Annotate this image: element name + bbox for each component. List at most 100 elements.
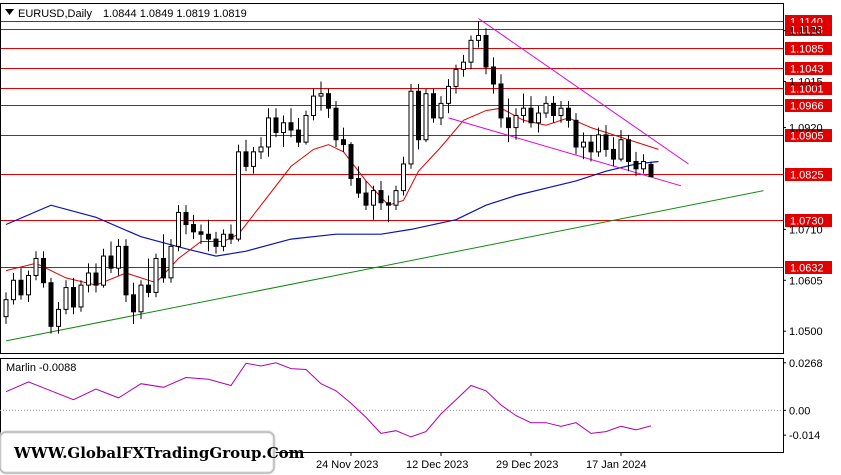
candle-body xyxy=(273,117,279,133)
candle-body xyxy=(431,93,436,119)
candle-body xyxy=(633,161,639,170)
candle-body xyxy=(108,255,114,269)
candle-body xyxy=(183,211,189,226)
candle-body xyxy=(363,192,369,206)
candle-body xyxy=(468,39,474,63)
candle-body xyxy=(303,114,309,143)
candle-body xyxy=(498,83,504,119)
candle-body xyxy=(513,114,519,129)
candle-body xyxy=(491,66,496,85)
candle-body xyxy=(641,161,646,170)
candle-19 xyxy=(146,258,151,298)
candle-39 xyxy=(296,117,301,147)
candle-body xyxy=(506,117,511,129)
indicator-lines xyxy=(5,18,764,342)
candle-74 xyxy=(558,100,564,123)
candle-37 xyxy=(281,115,286,147)
price-tick-1.1120: 1.1120 xyxy=(789,26,822,38)
candle-79 xyxy=(596,127,601,157)
candle-22 xyxy=(168,239,174,283)
candle-body xyxy=(416,90,421,141)
candle-body xyxy=(176,211,181,247)
candle-body xyxy=(26,274,31,296)
candle-body xyxy=(153,257,159,293)
candle-body xyxy=(101,255,106,286)
candle-body xyxy=(311,95,316,116)
oscillator-tick-0.0268: 0.0268 xyxy=(789,358,823,370)
red-moving-average xyxy=(5,107,659,286)
watermark-text: WWW.GlobalFXTradingGroup.Com xyxy=(13,444,305,462)
level-label-1.0905: 1.0905 xyxy=(790,131,824,143)
candle-body xyxy=(393,190,399,206)
candle-body xyxy=(333,107,339,141)
candle-body xyxy=(446,85,451,104)
candle-body xyxy=(551,102,556,116)
candle-28 xyxy=(213,231,219,254)
candle-70 xyxy=(528,96,534,128)
candle-body xyxy=(521,107,526,116)
candle-body xyxy=(536,112,541,124)
candle-56 xyxy=(423,88,429,143)
candle-46 xyxy=(348,142,354,186)
price-tick-1.0710: 1.0710 xyxy=(789,224,823,236)
date-axis: 24 Nov 2023 12 Dec 2023 29 Dec 2023 17 Jan … xyxy=(316,452,647,471)
oscillator-name: Marlin -0.0088 xyxy=(6,362,76,374)
candle-body xyxy=(168,245,174,279)
candle-body xyxy=(123,245,129,296)
candle-6 xyxy=(48,277,54,334)
candle-body xyxy=(483,35,489,68)
price-tick-1.0605: 1.0605 xyxy=(789,275,823,287)
level-label-1.1085: 1.1085 xyxy=(790,44,824,56)
candle-body xyxy=(206,233,211,240)
candle-body xyxy=(558,107,564,116)
candle-7 xyxy=(56,302,61,334)
candle-49 xyxy=(371,185,376,220)
level-label-box-1.0730 xyxy=(785,214,832,227)
candle-57 xyxy=(431,88,436,123)
price-tick-1.1015: 1.1015 xyxy=(789,77,823,89)
candle-body xyxy=(566,107,571,121)
candle-body xyxy=(71,287,76,308)
candle-21 xyxy=(161,234,166,283)
candle-78 xyxy=(588,134,594,162)
level-label-box-1.1123 xyxy=(785,23,832,36)
candle-15 xyxy=(116,239,121,276)
candle-52 xyxy=(393,185,399,211)
candle-body xyxy=(243,151,249,167)
candle-86 xyxy=(648,162,654,178)
candle-body xyxy=(528,107,534,124)
candle-body xyxy=(543,102,549,114)
candle-body xyxy=(296,129,301,143)
channel-upper-line xyxy=(478,18,689,165)
candle-38 xyxy=(288,108,294,138)
candle-76 xyxy=(573,113,579,155)
candle-body xyxy=(318,93,324,97)
candle-body xyxy=(288,122,294,131)
candle-71 xyxy=(536,105,541,133)
candle-5 xyxy=(41,251,46,288)
level-label-1.0632: 1.0632 xyxy=(790,263,824,275)
candle-body xyxy=(423,93,429,141)
candle-body xyxy=(371,190,376,206)
oscillator-tick--0.014: -0.014 xyxy=(789,430,820,442)
candle-body xyxy=(131,294,136,313)
candle-body xyxy=(626,139,631,163)
candle-36 xyxy=(273,108,279,138)
candle-body xyxy=(581,141,586,148)
candle-65 xyxy=(491,57,496,94)
candle-54 xyxy=(408,83,414,169)
candle-81 xyxy=(611,137,616,167)
blue-moving-average xyxy=(5,160,659,257)
candle-17 xyxy=(131,282,136,324)
candle-body xyxy=(648,163,654,178)
candle-27 xyxy=(206,219,211,252)
candle-84 xyxy=(633,151,639,177)
date-label-24-Nov-2023: 24 Nov 2023 xyxy=(316,459,378,471)
candle-20 xyxy=(153,253,159,298)
candle-3 xyxy=(26,270,31,303)
price-tick-1.0500: 1.0500 xyxy=(789,326,823,338)
chart-menu-triangle-icon[interactable] xyxy=(5,9,14,15)
candle-63 xyxy=(476,20,481,48)
candle-31 xyxy=(236,144,241,242)
